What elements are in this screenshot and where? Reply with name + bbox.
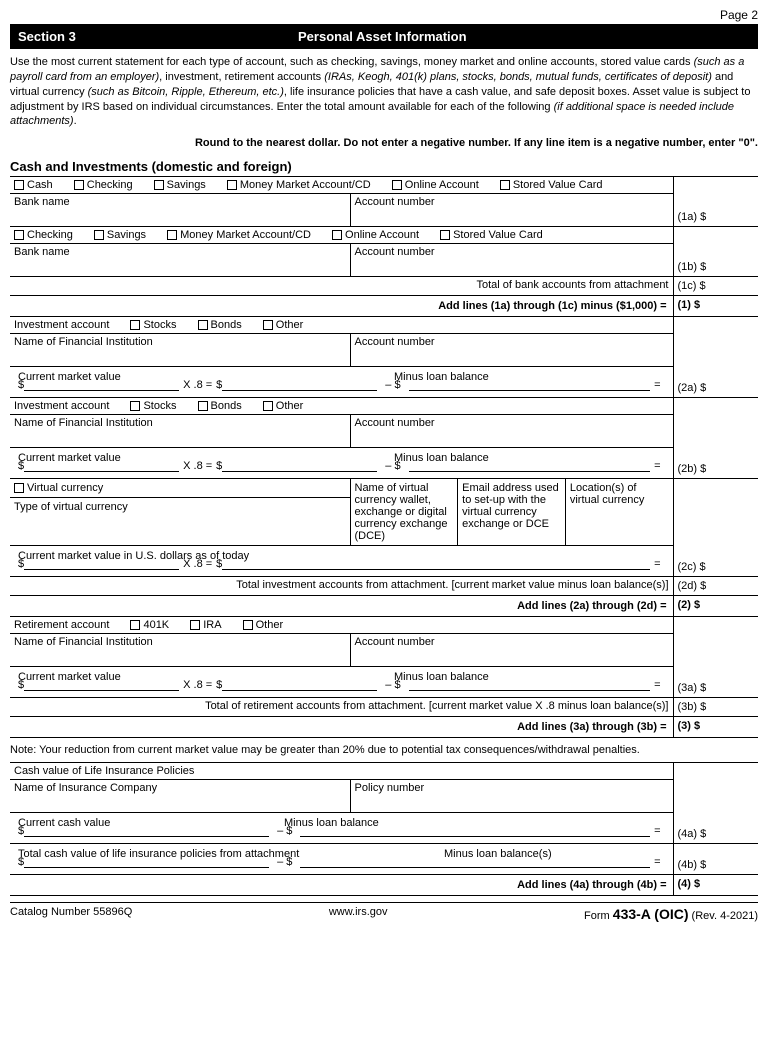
sum-line-1: Add lines (1a) through (1c) minus ($1,00… <box>10 296 673 317</box>
online-checkbox-2[interactable] <box>332 230 342 240</box>
ccv-row[interactable]: Current cash value Minus loan balance $ … <box>14 815 669 841</box>
checking-checkbox-1[interactable] <box>74 180 84 190</box>
vc-left-col: Virtual currency Type of virtual currenc… <box>10 479 350 546</box>
intro-text: Use the most current statement for each … <box>10 55 758 129</box>
insurance-company[interactable]: Name of Insurance Company <box>10 780 350 813</box>
amount-3[interactable]: (3) $ <box>673 717 758 738</box>
vc-type[interactable]: Type of virtual currency <box>10 498 350 531</box>
amount-2c[interactable]: (2c) $ <box>673 546 758 577</box>
retirement-type-row: Retirement account 401K IRA Other <box>10 617 673 634</box>
amount-2a[interactable]: (2a) $ <box>673 367 758 398</box>
account-number-1[interactable]: Account number <box>350 194 673 227</box>
vc-email[interactable]: Email address used to set-up with the vi… <box>458 479 566 545</box>
401k-checkbox[interactable] <box>130 620 140 630</box>
total-ret-attachment: Total of retirement accounts from attach… <box>10 698 673 717</box>
ret-fin-inst[interactable]: Name of Financial Institution <box>10 634 350 667</box>
page-footer: Catalog Number 55896Q www.irs.gov Form 4… <box>10 902 758 922</box>
bank-name-2[interactable]: Bank name <box>10 244 350 277</box>
svc-checkbox-2[interactable] <box>440 230 450 240</box>
amt-spacer <box>673 177 758 194</box>
mm-checkbox-2[interactable] <box>167 230 177 240</box>
mm-checkbox-1[interactable] <box>227 180 237 190</box>
svc-checkbox-1[interactable] <box>500 180 510 190</box>
account-number-2[interactable]: Account number <box>350 244 673 277</box>
cash-investments-heading: Cash and Investments (domestic and forei… <box>10 159 758 174</box>
section-header: Section 3 Personal Asset Information <box>10 24 758 49</box>
bank-name-1[interactable]: Bank name <box>10 194 350 227</box>
vc-cmv-row[interactable]: Current market value in U.S. dollars as … <box>14 548 669 574</box>
total-bank-attachment: Total of bank accounts from attachment <box>10 277 673 296</box>
sum-line-4: Add lines (4a) through (4b) = <box>10 875 673 896</box>
amount-3a[interactable]: (3a) $ <box>673 667 758 698</box>
cash-checkbox[interactable] <box>14 180 24 190</box>
inv-account-number-2[interactable]: Account number <box>350 415 673 448</box>
amount-4a[interactable]: (4a) $ <box>673 813 758 844</box>
amount-1a[interactable]: (1a) $ <box>673 194 758 227</box>
vc-right-cols: Name of virtual currency wallet, exchang… <box>350 479 673 546</box>
vc-wallet-name[interactable]: Name of virtual currency wallet, exchang… <box>351 479 459 545</box>
amount-1b[interactable]: (1b) $ <box>673 244 758 277</box>
inv-account-number-1[interactable]: Account number <box>350 334 673 367</box>
form-table: Cash Checking Savings Money Market Accou… <box>10 176 758 738</box>
total-inv-attachment: Total investment accounts from attachmen… <box>10 577 673 596</box>
cmv-row-2[interactable]: Current market value Minus loan balance … <box>14 450 669 476</box>
online-checkbox-1[interactable] <box>392 180 402 190</box>
stocks-checkbox-1[interactable] <box>130 320 140 330</box>
account-type-row-2: Checking Savings Money Market Account/CD… <box>10 227 673 244</box>
form-identifier: Form 433-A (OIC) (Rev. 4-2021) <box>584 906 758 922</box>
rounding-instruction: Round to the nearest dollar. Do not ente… <box>10 137 758 149</box>
amount-4[interactable]: (4) $ <box>673 875 758 896</box>
ira-checkbox[interactable] <box>190 620 200 630</box>
amount-2d[interactable]: (2d) $ <box>673 577 758 596</box>
reduction-note: Note: Your reduction from current market… <box>10 744 758 756</box>
catalog-number: Catalog Number 55896Q <box>10 906 132 922</box>
amount-2b[interactable]: (2b) $ <box>673 448 758 479</box>
amount-2[interactable]: (2) $ <box>673 596 758 617</box>
fin-inst-1[interactable]: Name of Financial Institution <box>10 334 350 367</box>
life-insurance-table: Cash value of Life Insurance Policies Na… <box>10 762 758 896</box>
amount-3b[interactable]: (3b) $ <box>673 698 758 717</box>
amount-4b[interactable]: (4b) $ <box>673 844 758 875</box>
section-title: Personal Asset Information <box>258 29 750 44</box>
savings-checkbox-1[interactable] <box>154 180 164 190</box>
investment-type-row-2: Investment account Stocks Bonds Other <box>10 398 673 415</box>
amount-1[interactable]: (1) $ <box>673 296 758 317</box>
checking-checkbox-2[interactable] <box>14 230 24 240</box>
amount-1c[interactable]: (1c) $ <box>673 277 758 296</box>
cmv-row-1[interactable]: Current market value Minus loan balance … <box>14 369 669 395</box>
sum-line-3: Add lines (3a) through (3b) = <box>10 717 673 738</box>
bonds-checkbox-2[interactable] <box>198 401 208 411</box>
sum-line-2: Add lines (2a) through (2d) = <box>10 596 673 617</box>
life-att-row[interactable]: Total cash value of life insurance polic… <box>14 846 669 872</box>
footer-url: www.irs.gov <box>329 906 388 922</box>
policy-number[interactable]: Policy number <box>350 780 673 813</box>
ret-other-checkbox[interactable] <box>243 620 253 630</box>
vc-location[interactable]: Location(s) of virtual currency <box>566 479 673 545</box>
vc-checkbox[interactable] <box>14 483 24 493</box>
account-type-row-1: Cash Checking Savings Money Market Accou… <box>10 177 673 194</box>
ret-account-number[interactable]: Account number <box>350 634 673 667</box>
fin-inst-2[interactable]: Name of Financial Institution <box>10 415 350 448</box>
savings-checkbox-2[interactable] <box>94 230 104 240</box>
ret-cmv-row[interactable]: Current market value Minus loan balance … <box>14 669 669 695</box>
investment-type-row-1: Investment account Stocks Bonds Other <box>10 317 673 334</box>
life-heading: Cash value of Life Insurance Policies <box>10 763 673 780</box>
stocks-checkbox-2[interactable] <box>130 401 140 411</box>
other-checkbox-1[interactable] <box>263 320 273 330</box>
page-number: Page 2 <box>10 8 758 22</box>
section-label: Section 3 <box>18 29 258 44</box>
bonds-checkbox-1[interactable] <box>198 320 208 330</box>
other-checkbox-2[interactable] <box>263 401 273 411</box>
